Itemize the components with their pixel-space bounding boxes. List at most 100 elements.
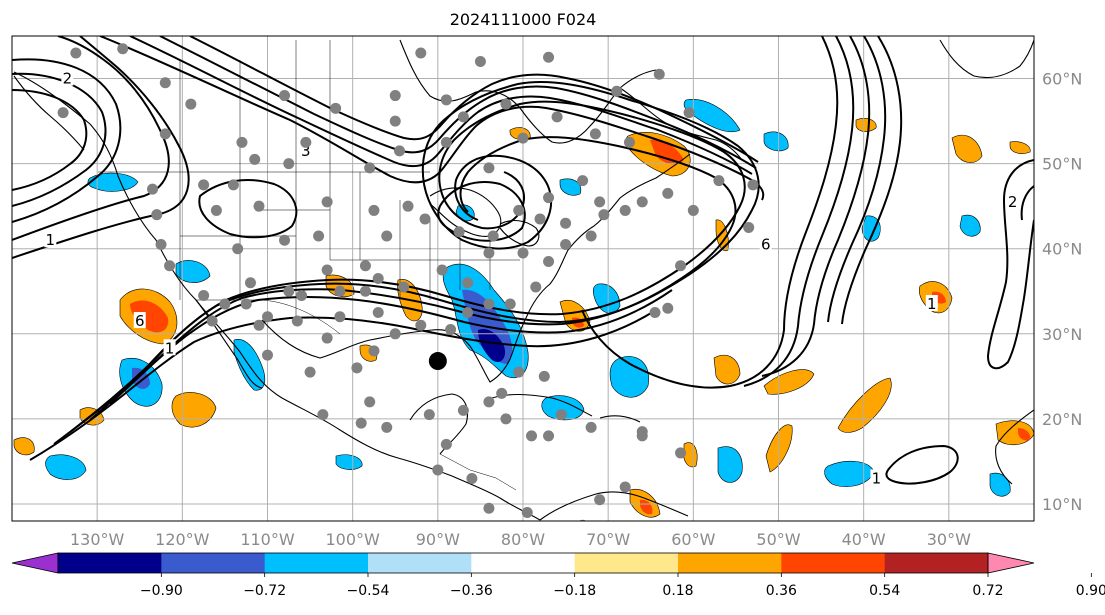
latitude-label: 50°N [1042, 155, 1082, 174]
longitude-label: 130°W [70, 530, 125, 549]
map-frame [11, 35, 1035, 522]
station-dot [402, 200, 414, 212]
contour-closed-east-2 [1020, 185, 1034, 221]
station-dot [560, 217, 572, 229]
station-dot [296, 290, 308, 302]
contour-label: 1 [46, 231, 56, 249]
contour-label-bg [133, 312, 146, 329]
negative-anomaly-coast-ne [559, 178, 582, 196]
contour-northern-jet-2 [129, 36, 753, 175]
station-dot [530, 281, 542, 293]
coastline-alaska [13, 75, 85, 151]
station-dot [457, 404, 469, 416]
colorbar-segment [678, 553, 782, 573]
contour-trough-1 [53, 81, 760, 445]
negative-anomaly-atlantic-6 [959, 214, 981, 237]
station-dot [351, 362, 363, 374]
station-dot [487, 230, 499, 242]
station-dot [500, 98, 512, 110]
negative-anomaly-cuba [541, 395, 585, 421]
station-dot [594, 494, 606, 506]
station-dot [249, 153, 261, 165]
station-dot [368, 345, 380, 357]
station-dot [364, 162, 376, 174]
longitude-label: 110°W [240, 530, 295, 549]
map-panel: 3 6 1 1 2 6 1 2 1 [11, 35, 1035, 522]
contour-closed-east [986, 159, 1034, 370]
station-dot [164, 260, 176, 272]
colorbar: −0.90 −0.72 −0.54 −0.36 −0.18 0.18 0.36 0.54 0.7… [11, 552, 1105, 599]
station-dot [521, 506, 533, 518]
station-dot [440, 438, 452, 450]
station-dot [283, 158, 295, 170]
negative-anomaly-atlantic-7 [989, 472, 1011, 497]
station-dot [513, 204, 525, 216]
colorbar-tick-label: −0.90 [140, 583, 183, 599]
station-dot [675, 260, 687, 272]
station-dot [543, 430, 555, 442]
coastline-north-america-west [13, 71, 541, 521]
longitude-label: 60°W [671, 530, 715, 549]
station-dot [330, 102, 342, 114]
longitude-label: 120°W [155, 530, 210, 549]
station-dot [117, 43, 129, 55]
station-dot [151, 209, 163, 221]
station-dot [585, 421, 597, 433]
positive-anomaly-pacific-3 [13, 437, 35, 456]
positive-anomaly-atlantic-6 [951, 134, 983, 163]
station-dot [538, 370, 550, 382]
latitude-label: 10°N [1042, 495, 1082, 514]
colorbar-segment [471, 553, 576, 573]
colorbar-segment [368, 553, 472, 573]
contour-label: 6 [761, 235, 771, 253]
contour-labels: 3 6 1 1 2 6 1 2 1 [44, 69, 1019, 487]
station-dot [355, 417, 367, 429]
station-dot [636, 196, 648, 208]
colorbar-extend-high [987, 552, 1035, 574]
colorbar-tick-label: 0.90 [1076, 583, 1105, 599]
station-dot [70, 47, 82, 59]
station-dot [359, 285, 371, 297]
contour-trough-4 [109, 289, 673, 405]
colorbar-segment [264, 553, 369, 573]
contour-trough-2 [69, 100, 746, 433]
colorbar-tick-label: −0.72 [243, 583, 286, 599]
station-dot [244, 277, 256, 289]
station-dot [304, 366, 316, 378]
station-dot [398, 281, 410, 293]
coastline-gulf [261, 153, 691, 383]
station-dot [687, 204, 699, 216]
station-dot [517, 247, 529, 259]
longitude-labels: 130°W 120°W 110°W 100°W 90°W 80°W 70°W 60°W 50°W… [70, 530, 971, 549]
station-dot [457, 111, 469, 123]
station-dot [227, 179, 239, 191]
station-dot [500, 413, 512, 425]
station-dot [555, 409, 567, 421]
station-dot [636, 430, 648, 442]
station-dot [279, 90, 291, 102]
negative-anomaly-mexico [233, 339, 266, 391]
longitude-label: 40°W [842, 530, 886, 549]
station-dot [466, 472, 478, 484]
colorbar-tick-label: −0.36 [450, 583, 493, 599]
station-dot [423, 409, 435, 421]
contours [12, 36, 1034, 485]
station-dot [381, 421, 393, 433]
station-dot [232, 243, 244, 255]
contour-west-ridge-5 [12, 36, 190, 259]
colorbar-tick-label: 0.36 [766, 583, 797, 599]
station-dot [253, 200, 265, 212]
positive-anomaly-caribbean-core [640, 499, 653, 515]
positive-anomaly-atlantic-2 [763, 369, 815, 395]
station-dot [198, 179, 210, 191]
positive-anomaly-atlantic-10 [1009, 141, 1031, 154]
station-dot [415, 47, 427, 59]
contour-trough-3 [89, 136, 737, 421]
negative-anomaly-canada-east [683, 99, 741, 133]
station-dot [551, 111, 563, 123]
station-dot [279, 234, 291, 246]
longitude-label: 80°W [501, 530, 545, 549]
station-dot [585, 230, 597, 242]
contour-label: 1 [165, 339, 175, 357]
station-dot [462, 307, 474, 319]
